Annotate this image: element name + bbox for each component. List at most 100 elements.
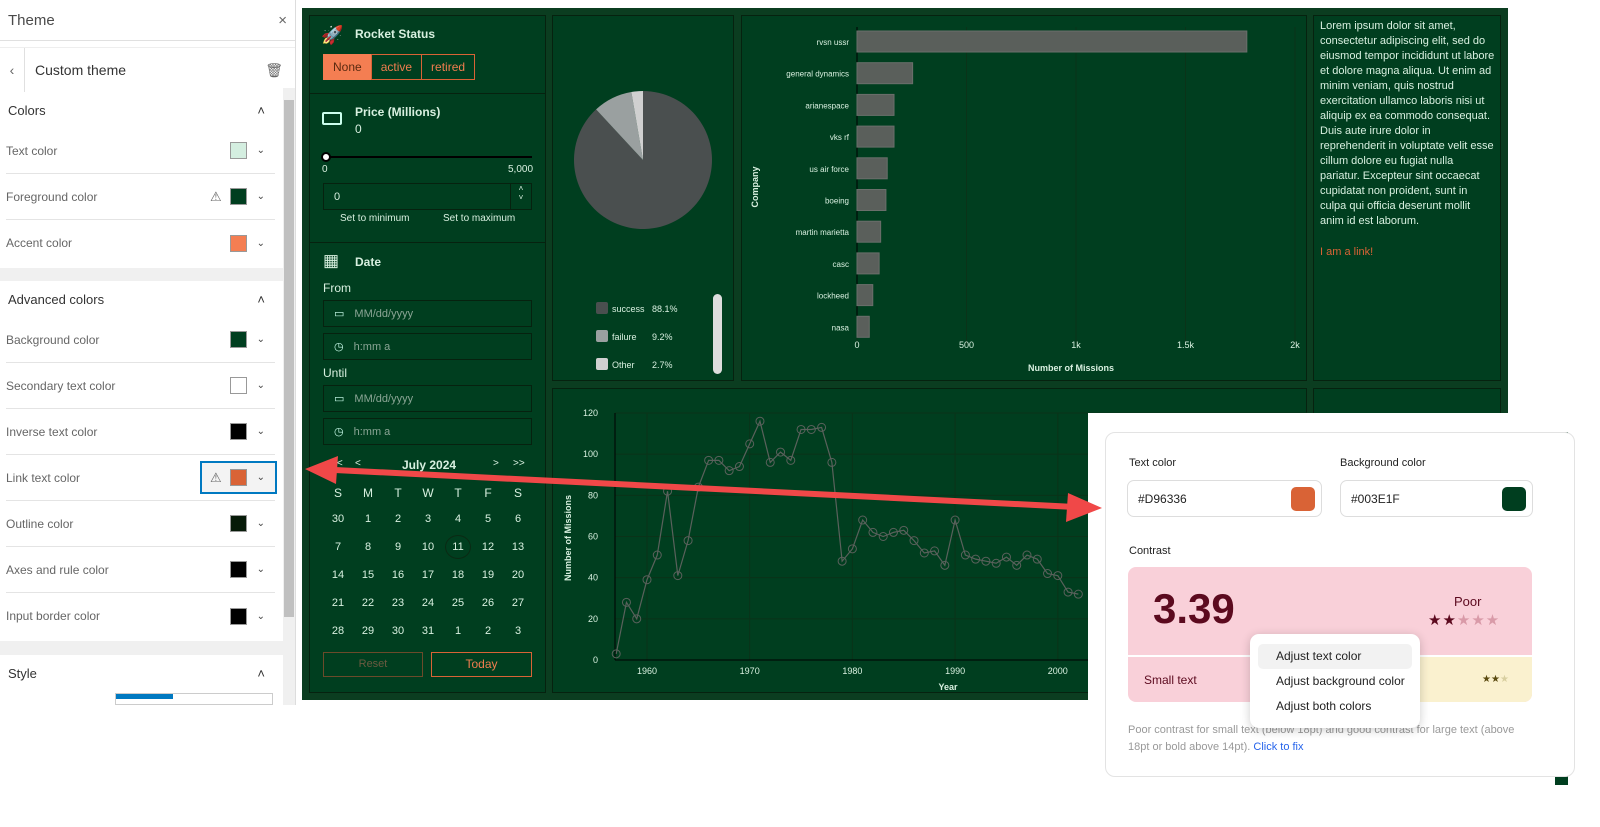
- calendar-day[interactable]: 11: [445, 535, 471, 559]
- data-point[interactable]: [1073, 589, 1083, 599]
- sample-link[interactable]: I am a link!: [1320, 246, 1374, 258]
- calendar-day[interactable]: 26: [481, 597, 495, 609]
- data-point[interactable]: [919, 548, 929, 558]
- data-point[interactable]: [683, 536, 693, 546]
- set-to-minimum-link[interactable]: Set to minimum: [340, 213, 410, 224]
- data-point[interactable]: [1053, 571, 1063, 581]
- data-point[interactable]: [745, 439, 755, 449]
- calendar-day[interactable]: 28: [331, 625, 345, 637]
- color-picker[interactable]: ⌄: [222, 371, 275, 400]
- calendar-day[interactable]: 18: [451, 569, 465, 581]
- calendar-day[interactable]: 21: [331, 597, 345, 609]
- bar-rvsn-ussr[interactable]: [856, 30, 1248, 53]
- data-point[interactable]: [858, 515, 868, 525]
- until-date-input[interactable]: ▭ MM/dd/yyyy: [323, 385, 532, 412]
- calendar-day[interactable]: 17: [421, 569, 435, 581]
- bar-nasa[interactable]: [856, 315, 870, 338]
- calendar-day[interactable]: 4: [454, 513, 462, 525]
- chevron-down-icon[interactable]: ⌄: [256, 145, 265, 156]
- data-point[interactable]: [786, 455, 796, 465]
- calendar-day[interactable]: 25: [451, 597, 465, 609]
- trash-icon[interactable]: 🗑: [265, 61, 283, 78]
- data-point[interactable]: [652, 550, 662, 560]
- data-point[interactable]: [704, 455, 714, 465]
- calendar-day[interactable]: 22: [361, 597, 375, 609]
- chevron-down-icon[interactable]: ⌄: [256, 564, 265, 575]
- chevron-down-icon[interactable]: ⌄: [256, 334, 265, 345]
- calendar-day[interactable]: 30: [391, 625, 405, 637]
- color-picker[interactable]: ⌄: [222, 325, 275, 354]
- calendar-day[interactable]: 23: [391, 597, 405, 609]
- calendar-day[interactable]: 8: [364, 541, 372, 553]
- chevron-left-icon[interactable]: ‹: [0, 48, 25, 92]
- reset-button[interactable]: Reset: [323, 652, 423, 677]
- pie-slice-other[interactable]: [631, 91, 643, 160]
- price-input[interactable]: 0: [323, 183, 532, 210]
- bg-color-input[interactable]: #003E1F: [1340, 480, 1533, 517]
- color-swatch[interactable]: [229, 607, 247, 625]
- status-option-none[interactable]: None: [323, 54, 372, 80]
- calendar-day[interactable]: 14: [331, 569, 345, 581]
- calendar-day[interactable]: 7: [334, 541, 342, 553]
- data-point[interactable]: [868, 527, 878, 537]
- data-point[interactable]: [878, 532, 888, 541]
- calendar-day[interactable]: 24: [421, 597, 435, 609]
- data-point[interactable]: [1063, 587, 1073, 597]
- color-picker[interactable]: ⌄: [222, 602, 275, 631]
- color-picker[interactable]: ⚠ ⌄: [199, 461, 277, 494]
- calendar-day[interactable]: 2: [484, 625, 492, 637]
- close-icon[interactable]: ×: [278, 11, 287, 29]
- data-point[interactable]: [837, 556, 847, 566]
- color-swatch[interactable]: [229, 331, 247, 348]
- bar-general-dynamics[interactable]: [856, 62, 914, 85]
- color-swatch[interactable]: [229, 142, 247, 159]
- data-point[interactable]: [755, 416, 765, 426]
- chevron-down-icon[interactable]: ⌄: [256, 380, 265, 391]
- data-point[interactable]: [611, 649, 621, 659]
- calendar-day[interactable]: 15: [361, 569, 375, 581]
- data-point[interactable]: [817, 422, 827, 432]
- data-point[interactable]: [621, 597, 631, 607]
- bg-color-swatch[interactable]: [1502, 487, 1526, 511]
- calendar-day[interactable]: 6: [514, 513, 522, 525]
- price-slider-thumb[interactable]: [321, 152, 331, 162]
- data-point[interactable]: [1043, 569, 1053, 579]
- from-time-input[interactable]: ◷ h:mm a: [323, 333, 532, 360]
- price-slider-track[interactable]: [326, 156, 532, 158]
- style-preview[interactable]: [115, 693, 273, 705]
- legend-scrollbar[interactable]: [713, 294, 722, 374]
- calendar-day[interactable]: 19: [481, 569, 495, 581]
- calendar-day[interactable]: 9: [394, 541, 402, 553]
- color-picker[interactable]: ⌄: [222, 417, 275, 446]
- color-picker[interactable]: ⌄: [222, 136, 275, 165]
- data-point[interactable]: [1032, 554, 1042, 564]
- data-point[interactable]: [950, 515, 960, 525]
- chevron-up-icon[interactable]: ˄: [518, 184, 524, 193]
- calendar-day[interactable]: 31: [421, 625, 435, 637]
- menu-adjust-background-color[interactable]: Adjust background color: [1276, 674, 1405, 688]
- chevron-down-icon[interactable]: ⌄: [256, 518, 265, 529]
- data-point[interactable]: [888, 527, 898, 537]
- chevron-down-icon[interactable]: ˅: [518, 193, 524, 202]
- calendar-day[interactable]: 12: [481, 541, 495, 553]
- calendar-day[interactable]: 3: [424, 513, 432, 525]
- menu-adjust-text-color[interactable]: Adjust text color: [1258, 644, 1412, 669]
- chevron-down-icon[interactable]: ⌄: [256, 610, 265, 622]
- data-point[interactable]: [940, 560, 950, 570]
- data-point[interactable]: [796, 424, 806, 434]
- calendar-day[interactable]: 5: [484, 513, 492, 525]
- calendar-day[interactable]: 27: [511, 597, 525, 609]
- color-picker[interactable]: ⌄: [222, 555, 275, 584]
- calendar-day[interactable]: 1: [454, 625, 462, 637]
- color-swatch[interactable]: [229, 234, 247, 252]
- data-point[interactable]: [981, 556, 991, 566]
- data-point[interactable]: [971, 554, 981, 564]
- color-swatch[interactable]: [229, 188, 247, 205]
- data-point[interactable]: [776, 447, 786, 457]
- colors-section-header[interactable]: Colors ˄: [0, 92, 283, 128]
- price-stepper[interactable]: ˄ ˅: [510, 184, 531, 209]
- calendar-day[interactable]: 1: [364, 513, 372, 525]
- scrollbar-thumb[interactable]: [284, 100, 294, 617]
- prev-year-button[interactable]: <<: [331, 458, 343, 469]
- bar-martin-marietta[interactable]: [856, 220, 882, 243]
